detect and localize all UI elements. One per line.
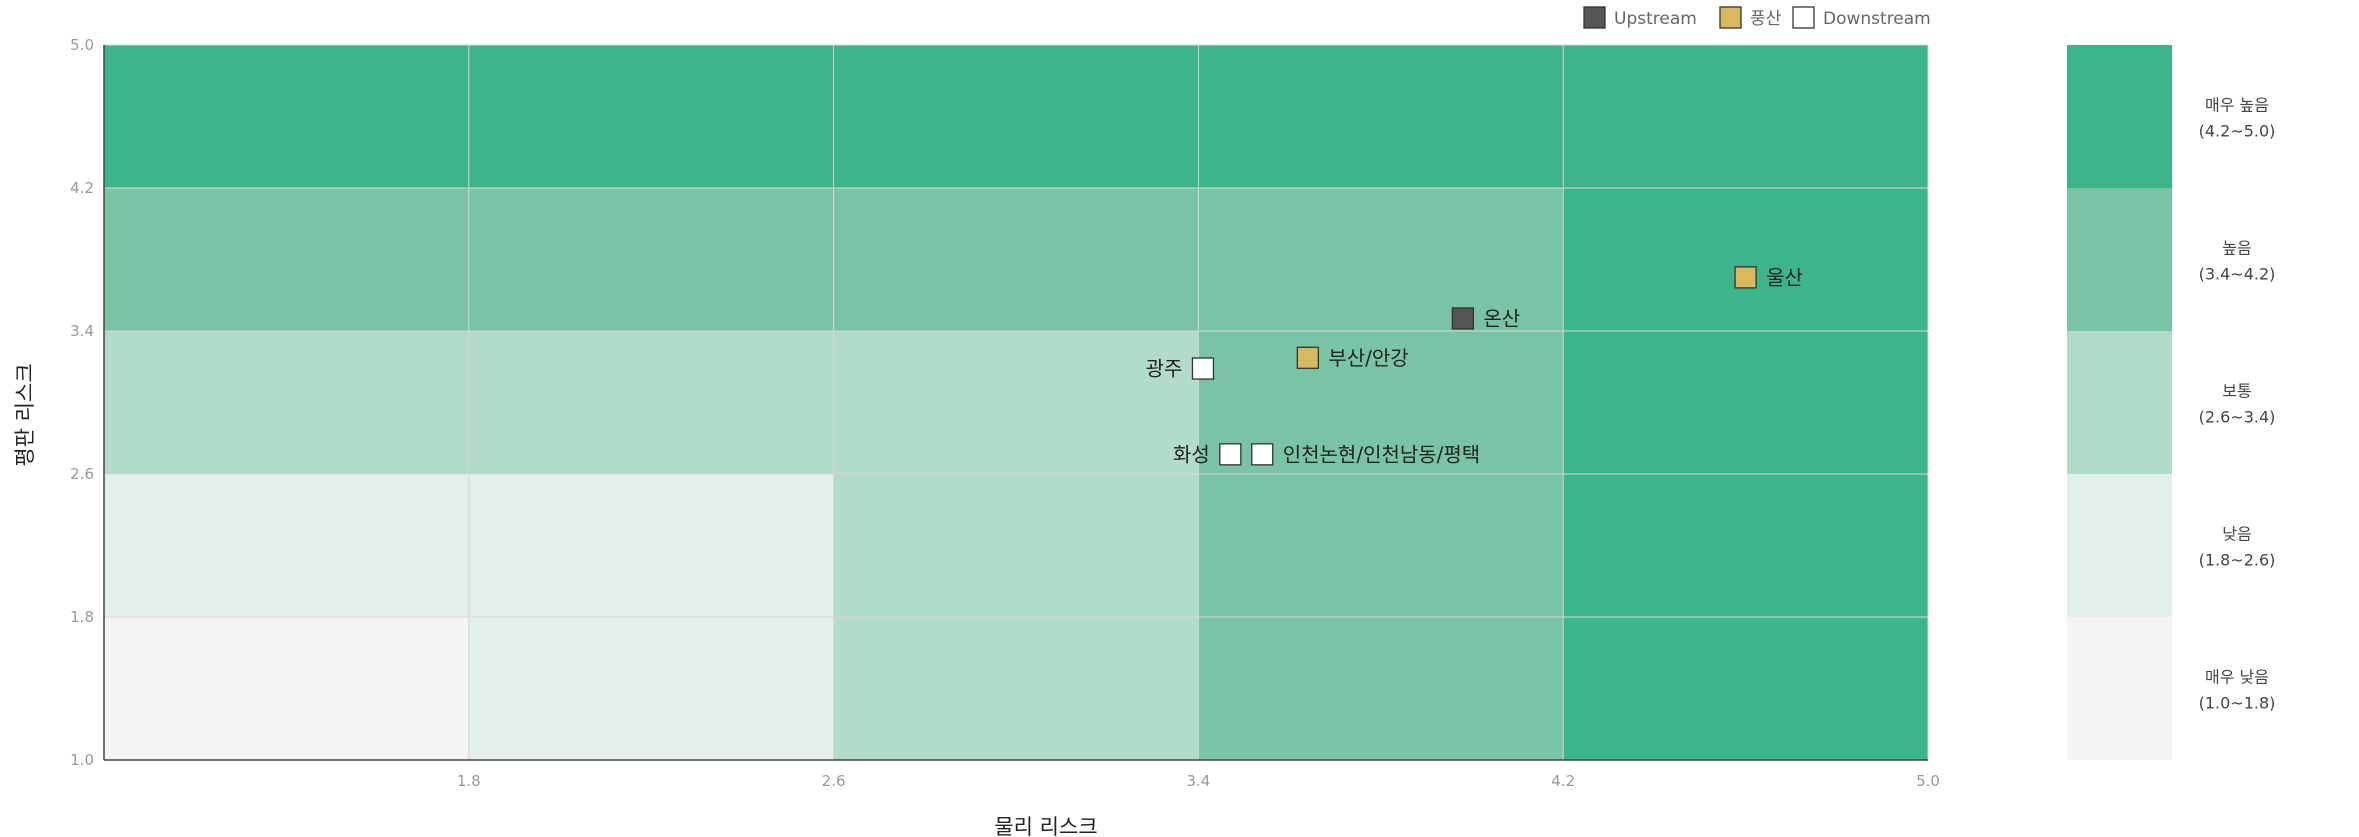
risk-zone-cell [104,188,469,331]
x-tick-label: 5.0 [1916,772,1940,790]
risk-level-label: 낮음 [2222,525,2251,544]
risk-level-range: (4.2~5.0) [2199,122,2276,141]
risk-level-label: 보통 [2222,382,2251,401]
data-point-label: 온산 [1483,306,1520,330]
y-axis-title: 평판 리스크 [13,363,37,466]
risk-level-band [2067,188,2172,331]
legend-swatch [1719,6,1742,29]
risk-zone-cell [1563,474,1928,617]
y-tick-label: 5.0 [70,36,94,54]
risk-zone-cell [1563,331,1928,474]
risk-level-band [2067,617,2172,760]
risk-level-label: 높음 [2222,239,2251,258]
data-point-marker [1451,307,1475,330]
y-tick-label: 4.2 [70,179,94,197]
risk-zones [104,45,1928,760]
legend-swatch [1792,6,1815,29]
legend-label: Upstream [1614,9,1697,29]
x-tick-label: 3.4 [1186,772,1210,790]
x-tick-label: 4.2 [1551,772,1575,790]
y-tick-label: 2.6 [70,465,94,483]
data-point-marker [1734,266,1757,289]
y-tick-label: 3.4 [70,322,94,340]
x-axis-title: 물리 리스크 [994,815,1097,837]
risk-level-label: 매우 높음 [2205,96,2269,115]
risk-zone-cell [1198,45,1564,188]
data-point-marker [1219,443,1242,466]
legend-label: Downstream [1823,9,1931,29]
data-point-marker [1191,357,1215,380]
data-point-marker [1251,443,1274,466]
risk-zone-cell [104,474,469,617]
risk-level-range: (1.0~1.8) [2199,694,2276,713]
risk-zone-cell [833,45,1199,188]
risk-level-scale: 매우 높음 (4.2~5.0) 높음 (3.4~4.2) 보통 (2.6~3.4) 낮음 (1… [2067,45,2275,760]
risk-zone-cell [833,617,1199,760]
risk-zone-cell [833,474,1199,617]
axes [103,45,1928,761]
risk-level-band [2067,474,2172,617]
risk-zone-cell [468,188,834,331]
risk-zone-cell [468,45,834,188]
data-point-marker [1296,346,1319,369]
risk-zone-cell [104,45,469,188]
risk-zone-cell [1563,45,1928,188]
y-tick-label: 1.0 [70,751,94,769]
risk-zone-cell [468,617,834,760]
data-point-label: 인천논현/인천남동/평택 [1283,442,1480,466]
legend: Upstream 풍산 Downstream [1583,6,1931,29]
risk-zone-cell [1563,188,1928,331]
data-point-label: 부산/안강 [1328,346,1408,370]
risk-zone-cell [833,331,1199,474]
y-tick-labels: 1.0 1.8 2.6 3.4 4.2 5.0 [70,36,94,769]
risk-zone-cell [1563,617,1928,760]
y-tick-label: 1.8 [70,608,94,626]
legend-label: 풍산 [1750,9,1782,29]
risk-level-range: (2.6~3.4) [2199,408,2276,427]
risk-zone-cell [833,188,1199,331]
risk-zone-cell [104,331,469,474]
risk-level-band [2067,45,2172,188]
risk-level-range: (3.4~4.2) [2199,265,2276,284]
risk-zone-cell [1198,474,1564,617]
x-tick-labels: 1.8 2.6 3.4 4.2 5.0 [457,772,1940,790]
risk-zone-cell [1198,617,1564,760]
risk-zone-cell [468,474,834,617]
legend-swatch [1583,6,1606,29]
grid-lines [104,44,1929,760]
risk-level-band [2067,331,2172,474]
data-point-label: 울산 [1766,265,1803,289]
risk-zone-cell [468,331,834,474]
x-tick-label: 1.8 [457,772,481,790]
data-point-label: 광주 [1146,357,1183,381]
x-tick-label: 2.6 [822,772,846,790]
risk-zone-cell [104,617,469,760]
risk-zone-cell [1198,188,1564,331]
risk-level-range: (1.8~2.6) [2199,551,2276,570]
risk-level-label: 매우 낮음 [2205,668,2269,687]
data-point-label: 화성 [1173,442,1210,466]
